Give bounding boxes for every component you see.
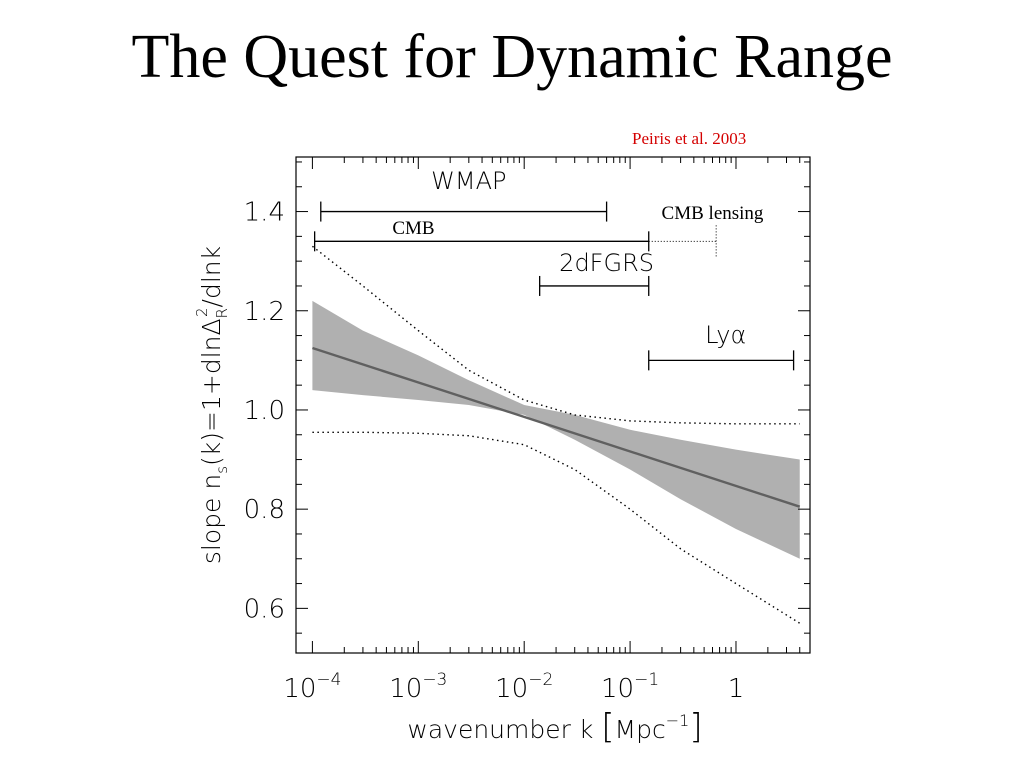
y-tick-label: 0.8 <box>244 495 285 525</box>
slide-title: The Quest for Dynamic Range <box>131 23 893 91</box>
y-tick-label: 1.2 <box>244 297 285 327</box>
plot-frame <box>295 156 811 654</box>
range-2dfgrs: 2dFGRS <box>539 249 654 296</box>
range-label: WMAP <box>431 167 506 195</box>
x-tick-label: 10−1 <box>601 670 659 704</box>
range-wmap: WMAP <box>320 167 608 222</box>
range-label: CMB <box>392 218 434 239</box>
best-fit-line <box>312 346 801 508</box>
x-tick-label: 1 <box>728 674 745 704</box>
x-tick-label: 10−3 <box>389 670 447 704</box>
y-tick-label: 0.6 <box>244 594 285 624</box>
lower-envelope-line <box>312 431 801 624</box>
confidence-band <box>312 300 800 559</box>
x-axis-label: wavenumber k [Mpc−1] <box>407 707 702 747</box>
y-tick-label: 1.4 <box>244 198 285 228</box>
y-axis-label: slope ns(k)=1+dlnΔR2/dlnk <box>193 246 231 564</box>
y-tick-label: 1.0 <box>244 396 285 426</box>
range-cmb: CMB <box>313 218 650 252</box>
x-tick-label: 10−4 <box>283 670 341 704</box>
citation-label: Peiris et al. 2003 <box>632 129 747 148</box>
range-label: 2dFGRS <box>559 249 654 277</box>
range-ly: Lyα <box>648 321 795 371</box>
range-label: Lyα <box>705 321 746 349</box>
x-tick-label: 10−2 <box>495 670 553 704</box>
range-cmb-lensing: CMB lensing <box>648 203 764 258</box>
range-label: CMB lensing <box>662 203 764 224</box>
